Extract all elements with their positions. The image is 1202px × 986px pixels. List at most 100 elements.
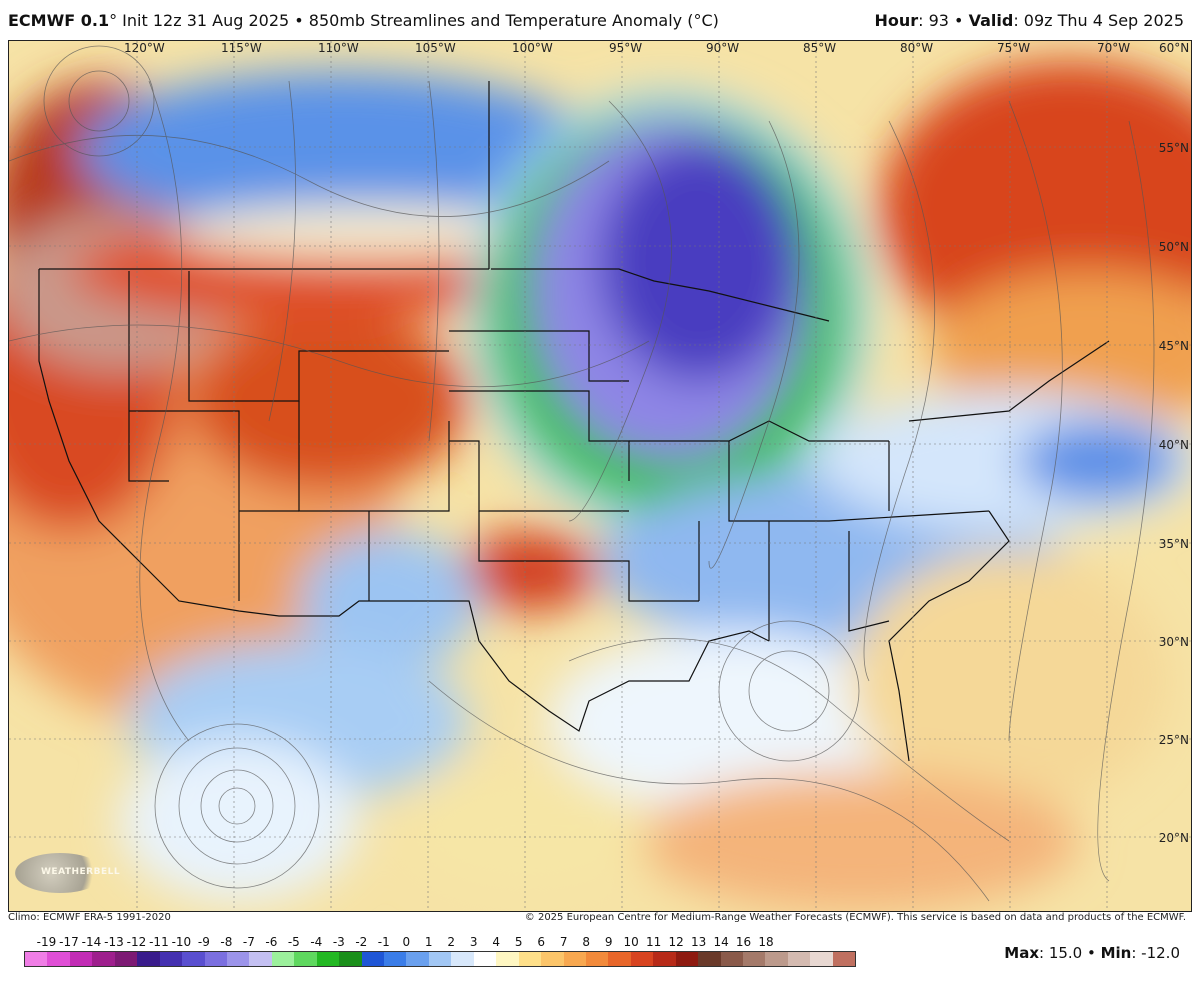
logo-text: WEATHERBELL (41, 867, 121, 877)
lat-label: 25°N (1158, 733, 1189, 747)
scale-swatch (585, 952, 609, 966)
lon-label: 120°W (124, 41, 165, 55)
credits: Climo: ECMWF ERA-5 1991-2020 © 2025 Euro… (8, 912, 1192, 926)
scale-swatch (563, 952, 586, 966)
scale-swatch (294, 952, 317, 966)
scale-label: 16 (735, 935, 752, 949)
ecmwf-copyright: © 2025 European Centre for Medium-Range … (524, 912, 1186, 923)
scale-label: -7 (242, 935, 255, 949)
init-description: Init 12z 31 Aug 2025 • 850mb Streamlines… (117, 11, 719, 30)
lat-label: 20°N (1158, 831, 1189, 845)
scale-swatch (720, 952, 743, 966)
scale-swatch (698, 952, 721, 966)
scale-swatch (541, 952, 564, 966)
scale-label: 2 (447, 935, 456, 949)
climo-credit: Climo: ECMWF ERA-5 1991-2020 (8, 912, 171, 923)
scale-swatch (182, 952, 205, 966)
graticule (9, 41, 1191, 911)
weather-map: 120°W 115°W 110°W 105°W 100°W 95°W 90°W … (8, 40, 1192, 912)
scale-label: -3 (332, 935, 345, 949)
scale-label: 0 (402, 935, 411, 949)
max-label: Max (1004, 944, 1039, 962)
scale-label: -2 (355, 935, 368, 949)
scale-swatch (226, 952, 250, 966)
lat-label: 60°N (1159, 41, 1190, 55)
scale-swatch (159, 952, 183, 966)
scale-label: 3 (469, 935, 478, 949)
scale-swatch (25, 952, 48, 966)
lon-label: 100°W (512, 41, 553, 55)
border-lines (38, 81, 1110, 762)
scale-swatch (743, 952, 766, 966)
scale-label: 8 (582, 935, 590, 949)
scale-label: 5 (514, 935, 523, 949)
lat-label: 35°N (1158, 537, 1189, 551)
scale-label: 14 (713, 935, 729, 949)
lon-label: 95°W (609, 41, 643, 55)
scale-label: 4 (492, 935, 501, 949)
scale-swatch (832, 952, 856, 966)
lon-label: 90°W (706, 41, 740, 55)
scale-label: -13 (104, 935, 124, 949)
scale-label: -12 (126, 935, 147, 949)
hour-label: Hour (874, 11, 919, 30)
max-value: : 15.0 • (1039, 944, 1101, 962)
scale-label: 1 (424, 935, 433, 949)
scale-swatch (316, 952, 340, 966)
scale-swatch (765, 952, 788, 966)
max-min-readout: Max: 15.0 • Min: -12.0 (1004, 944, 1180, 962)
scale-label: 12 (668, 935, 684, 949)
lon-label: 115°W (221, 41, 262, 55)
lon-label: 105°W (415, 41, 456, 55)
scale-swatch (339, 952, 362, 966)
valid-label: Valid (968, 11, 1014, 30)
scale-label: -11 (149, 935, 169, 949)
scale-label: 11 (645, 935, 662, 949)
scale-label: -10 (171, 935, 192, 949)
scale-swatch (787, 952, 811, 966)
scale-label: 10 (623, 935, 639, 949)
scale-label: -14 (81, 935, 102, 949)
lat-label: 45°N (1158, 339, 1189, 353)
min-value: : -12.0 (1131, 944, 1180, 962)
scale-swatch (428, 952, 452, 966)
scale-label: -9 (197, 935, 210, 949)
scale-label: -17 (59, 935, 79, 949)
hour-value: : 93 • (918, 11, 969, 30)
map-title: ECMWF 0.1° Init 12z 31 Aug 2025 • 850mb … (8, 11, 719, 30)
min-label: Min (1100, 944, 1132, 962)
lon-label: 80°W (900, 41, 934, 55)
scale-swatch (249, 952, 272, 966)
lat-label: 50°N (1158, 240, 1189, 254)
lat-label: 40°N (1158, 438, 1189, 452)
lon-label: 70°W (1097, 41, 1131, 55)
scale-swatch (114, 952, 138, 966)
scale-swatch (384, 952, 407, 966)
scale-label: -19 (36, 935, 57, 949)
color-scale: -19 -17 -14 -13 -12 -11 -10 -9 -8 -7 -6 -5 -4 -3 -2 -1 0… (24, 935, 856, 967)
scale-label: 18 (758, 935, 774, 949)
streamlines (9, 45, 1155, 902)
scale-swatch (608, 952, 631, 966)
scale-swatch (518, 952, 542, 966)
scale-swatch (69, 952, 93, 966)
scale-label: -6 (265, 935, 278, 949)
scale-swatch (810, 952, 833, 966)
scale-swatch (451, 952, 474, 966)
lon-label: 75°W (997, 41, 1031, 55)
scale-swatch (92, 952, 115, 966)
scale-swatch (473, 952, 497, 966)
scale-label: -8 (220, 935, 233, 949)
scale-bar (24, 951, 856, 967)
scale-label: 7 (559, 935, 568, 949)
lat-label: 55°N (1158, 141, 1189, 155)
weatherbell-logo: WEATHERBELL (15, 853, 120, 893)
valid-time: Hour: 93 • Valid: 09z Thu 4 Sep 2025 (874, 11, 1184, 30)
lon-label: 85°W (803, 41, 837, 55)
scale-label: 13 (690, 935, 707, 949)
scale-label: -1 (377, 935, 390, 949)
scale-swatch (137, 952, 160, 966)
lat-label: 30°N (1158, 635, 1189, 649)
anomaly-field (9, 41, 1191, 911)
scale-swatch (406, 952, 429, 966)
